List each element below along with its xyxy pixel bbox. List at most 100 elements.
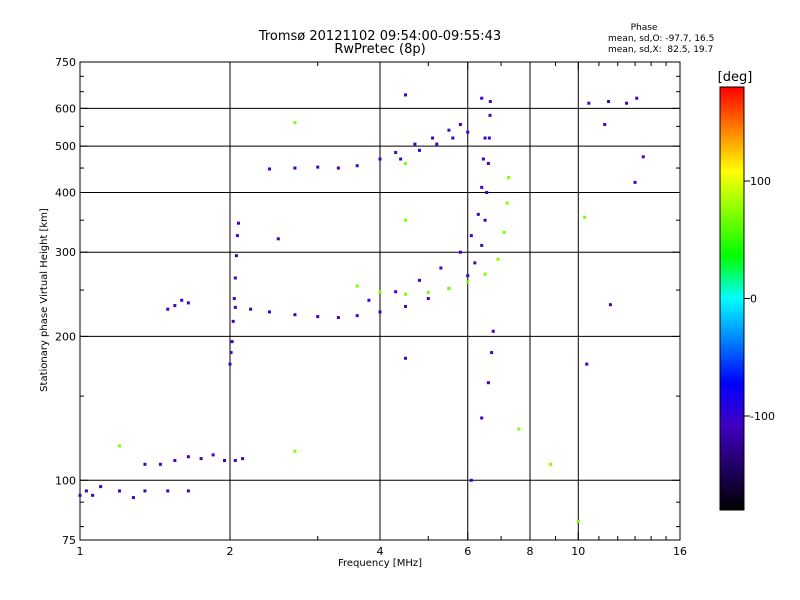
data-point: [236, 221, 240, 225]
data-point: [173, 304, 177, 308]
data-point: [199, 457, 203, 461]
colorbar: [719, 86, 745, 511]
data-point: [480, 185, 484, 189]
data-point: [84, 489, 88, 493]
data-point: [476, 212, 480, 216]
data-point: [91, 493, 95, 497]
data-point: [576, 519, 580, 523]
data-point: [158, 462, 162, 466]
data-point: [625, 101, 629, 105]
data-point: [166, 307, 170, 311]
data-point: [451, 136, 455, 140]
chart-title: Tromsø 20121102 09:54:00-09:55:43: [258, 29, 501, 44]
data-point: [480, 96, 484, 100]
data-point: [483, 136, 487, 140]
data-point: [447, 128, 451, 132]
data-point: [355, 314, 359, 318]
colorbar-tick-label: 0: [750, 293, 757, 306]
data-point: [466, 280, 470, 284]
data-point: [131, 496, 135, 500]
data-point: [641, 155, 645, 159]
data-point: [417, 278, 421, 282]
x-axis: 1 2 4 6 8 10 16: [77, 62, 687, 558]
colorbar-tick-label: -100: [750, 410, 775, 423]
data-point: [481, 157, 485, 161]
data-point: [235, 234, 239, 238]
data-point: [480, 243, 484, 247]
data-point: [585, 362, 589, 366]
colorbar-tick-label: 100: [750, 175, 771, 188]
data-point: [635, 96, 639, 100]
data-point: [316, 165, 320, 169]
chart-subtitle: RwPretec (8p): [334, 42, 425, 57]
data-point: [336, 316, 340, 320]
data-point: [367, 298, 371, 302]
data-point: [480, 416, 484, 420]
data-point: [276, 237, 280, 241]
y-tick-label: 100: [55, 474, 76, 487]
data-point: [394, 290, 398, 294]
data-point: [241, 457, 245, 461]
data-point: [394, 150, 398, 154]
colorbar-ticks: 100 0 -100: [744, 175, 775, 423]
x-axis-label: Frequency [MHz]: [338, 558, 422, 569]
data-point: [233, 276, 237, 280]
data-point: [483, 272, 487, 276]
data-point: [488, 100, 492, 104]
x-tick-label: 4: [377, 545, 384, 558]
data-point: [469, 478, 473, 482]
y-tick-label: 300: [55, 246, 76, 259]
x-tick-label: 6: [464, 545, 471, 558]
data-point: [230, 340, 234, 344]
data-point: [583, 215, 587, 219]
data-point: [355, 164, 359, 168]
data-point: [403, 93, 407, 97]
data-point: [249, 307, 253, 311]
y-tick-label: 75: [62, 534, 76, 547]
data-point: [431, 136, 435, 140]
data-point: [223, 458, 227, 462]
data-point: [233, 458, 237, 462]
data-point: [378, 310, 382, 314]
data-point: [603, 123, 607, 127]
data-point: [403, 304, 407, 308]
data-point: [293, 121, 297, 125]
data-point: [417, 148, 421, 152]
data-point: [403, 161, 407, 165]
data-point: [403, 356, 407, 360]
data-point: [267, 310, 271, 314]
data-point: [336, 166, 340, 170]
data-point: [211, 453, 215, 457]
data-point: [491, 329, 495, 333]
data-point: [458, 250, 462, 254]
data-point: [143, 462, 147, 466]
data-points: [78, 93, 645, 523]
data-point: [378, 290, 382, 294]
data-point: [267, 167, 271, 171]
data-point: [117, 489, 121, 493]
data-point: [232, 297, 236, 301]
data-point: [413, 142, 417, 146]
data-point: [483, 218, 487, 222]
data-point: [607, 100, 611, 104]
x-tick-label: 16: [673, 545, 687, 558]
x-tick-label: 2: [227, 545, 234, 558]
y-tick-label: 200: [55, 330, 76, 343]
data-point: [229, 351, 233, 355]
stats-line-o: mean, sd,O: -97.7, 16.5: [608, 34, 714, 44]
data-point: [466, 274, 470, 278]
y-tick-label: 400: [55, 186, 76, 199]
data-point: [186, 301, 190, 305]
data-point: [587, 101, 591, 105]
data-point: [439, 266, 443, 270]
data-point: [173, 458, 177, 462]
data-point: [447, 286, 451, 290]
data-point: [166, 489, 170, 493]
data-point: [99, 485, 103, 489]
y-tick-label: 750: [55, 56, 76, 69]
data-point: [507, 175, 511, 179]
data-point: [469, 234, 473, 238]
data-point: [473, 261, 477, 265]
data-point: [293, 449, 297, 453]
data-point: [486, 161, 490, 165]
